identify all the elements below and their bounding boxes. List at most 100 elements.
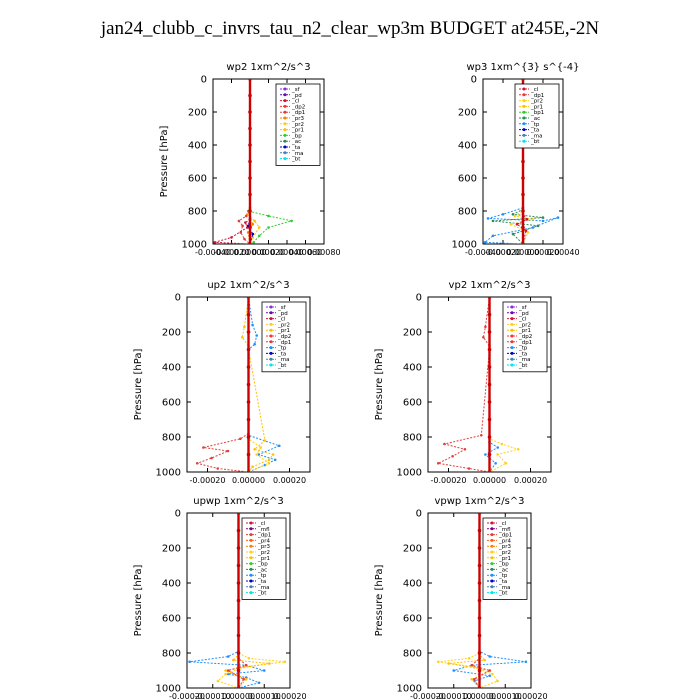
series-point-pr2 [216,679,220,683]
legend-label: _ta [277,351,286,357]
series-point-profile [477,513,482,515]
series-point-cl [524,229,528,233]
series-point-profile [248,110,252,114]
series-point-profile [487,312,492,317]
legend-marker [490,567,494,571]
legend-marker [249,544,253,548]
series-point-tp [488,655,492,658]
legend-label: _pr1 [530,104,543,110]
series-point-profile [477,633,482,638]
series-point-pr2 [513,214,517,218]
x-tick-label: -0.00020 [190,476,226,485]
legend-label: _cl [257,521,266,527]
series-line-ac [492,79,544,244]
series-point-tp [452,669,456,672]
series-point-pr1 [241,335,244,339]
legend-label: _cl [498,521,507,527]
legend-box [275,83,321,166]
series-point-profile [521,225,525,230]
x-tick-label: 0.00000 [233,248,266,257]
y-tick-label: 200 [188,108,207,119]
legend-marker [510,346,514,350]
chart-title: vp2 1xm^2/s^3 [449,280,531,291]
y-tick-label: 0 [201,75,207,86]
series-line-pr2 [248,297,271,472]
legend-marker [490,544,494,548]
legend-marker [269,322,273,326]
y-tick-label: 0 [416,509,422,520]
y-tick-label: 400 [162,363,181,374]
x-tick-label: 0.00020 [273,476,306,485]
y-tick-label: 1000 [182,240,207,251]
legend-label: _cl [277,317,286,323]
series-point-profile [248,225,252,230]
legend-marker [283,128,287,132]
series-point-pr2 [526,231,530,234]
y-tick-label: 400 [162,579,181,590]
series-point-tp [496,446,500,449]
legend-marker [522,128,526,132]
x-tick-label: 0.00040 [546,248,579,257]
legend-label: _pr3 [257,544,271,550]
legend-marker [269,363,273,367]
legend-label: _pr2 [291,122,304,128]
legend-label: _dp1 [257,533,271,539]
series-point-pr1 [268,662,271,665]
legend-marker [510,322,514,326]
y-tick-label: 1000 [156,468,181,479]
legend-box [514,83,560,149]
series-point-profile [248,126,252,131]
legend-marker [510,311,514,315]
series-point-pr1 [253,219,256,223]
legend-box [482,517,528,600]
x-tick-label: 0.00000 [222,692,255,700]
legend-label: _dp2 [518,334,532,340]
series-point-pr1 [267,458,271,462]
series-point-profile [487,470,492,472]
series-point-tp [251,323,254,327]
x-tick-label: 0.00020 [514,692,547,700]
legend-marker [510,340,514,344]
series-point-dp1 [242,677,245,681]
chart-title: wp2 1xm^2/s^3 [226,62,310,73]
series-point-profile [521,209,525,213]
legend-label: _pr2 [498,550,511,556]
y-tick-label: 0 [416,293,422,304]
series-point-dp1 [480,433,483,437]
legend-label: _bp [291,133,302,139]
series-point-pr1 [244,677,248,681]
legend-marker [269,351,273,355]
series-point-tp [253,342,256,346]
legend-label: _ta [257,579,266,585]
legend-label: _ta [518,351,527,357]
series-point-pr2 [509,222,513,226]
legend-label: _tp [518,346,528,352]
legend-label: _pr4 [257,538,271,544]
y-tick-label: 800 [162,649,181,660]
legend-label: _ma [518,357,530,363]
series-point-profile [248,93,252,98]
legend-marker [283,145,287,149]
legend-label: _tp [277,346,287,352]
series-point-profile [477,581,482,585]
x-tick-label: 0.00010 [248,692,281,700]
series-point-profile [246,312,251,317]
series-group [437,513,528,688]
x-tick-label: 0.00000 [473,476,506,485]
x-tick-label: -0.00020 [485,248,521,257]
legend-label: _tp [498,573,508,579]
series-point-profile [246,347,251,352]
series-point-dp1 [443,442,446,446]
series-point-profile [236,528,241,533]
legend-label: _pr3 [498,544,512,550]
y-tick-label: 600 [162,614,181,625]
legend-marker [522,87,526,91]
series-point-pr1 [243,325,246,329]
x-tick-label: -0.00040 [195,248,231,257]
y-tick-label: 200 [458,108,477,119]
series-point-pr3 [246,231,250,234]
series-point-dp1 [241,224,244,228]
series-point-pr1 [271,453,275,456]
series-point-cl [515,222,519,226]
series-point-cl [213,241,217,244]
